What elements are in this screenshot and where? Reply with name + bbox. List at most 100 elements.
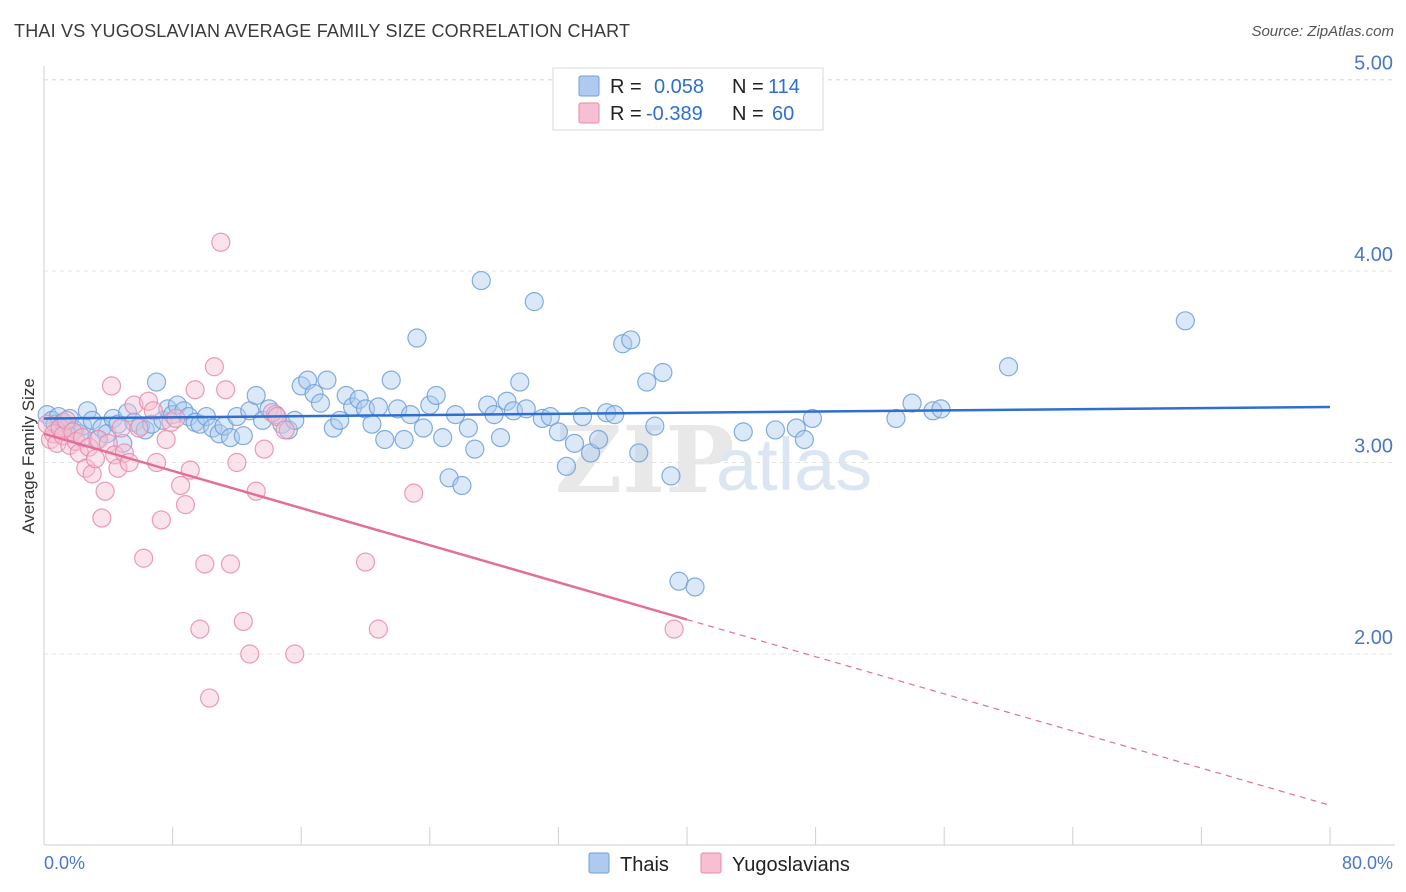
- data-point-thais: [669, 571, 689, 591]
- bottom-legend-swatch-yugoslavians: [700, 852, 722, 874]
- data-point-yugoslavians: [101, 376, 122, 396]
- data-point-yugoslavians: [138, 391, 159, 411]
- x-tick-labels: 0.0% 80.0%: [44, 853, 1393, 873]
- data-point-yugoslavians: [275, 420, 295, 440]
- data-point-thais: [902, 393, 922, 413]
- data-point-thais: [323, 418, 343, 438]
- legend-swatch-thais: [578, 75, 600, 97]
- data-point-yugoslavians: [195, 554, 215, 574]
- chart-title: THAI VS YUGOSLAVIAN AVERAGE FAMILY SIZE …: [14, 21, 631, 41]
- trend-line-thais: [43, 405, 1331, 420]
- data-point-yugoslavians: [151, 510, 171, 530]
- trend-line-yugoslavians: [43, 432, 688, 621]
- data-point-yugoslavians: [56, 410, 77, 430]
- data-point-thais: [685, 577, 705, 597]
- data-point-yugoslavians: [129, 418, 149, 438]
- data-point-yugoslavians: [227, 452, 247, 473]
- data-point-thais: [931, 399, 951, 419]
- data-point-yugoslavians: [156, 429, 176, 450]
- data-point-yugoslavians: [124, 395, 144, 415]
- data-point-thais: [886, 408, 906, 429]
- data-point-thais: [524, 292, 544, 312]
- data-point-thais: [588, 429, 609, 450]
- data-point-thais: [786, 418, 806, 438]
- data-point-thais: [310, 393, 331, 413]
- data-point-thais: [304, 383, 324, 404]
- grid-lines: [44, 79, 1395, 655]
- data-point-thais: [510, 372, 530, 392]
- data-point-thais: [246, 385, 266, 406]
- data-point-yugoslavians: [111, 418, 131, 438]
- data-point-thais: [407, 328, 427, 348]
- y-axis-label: Average Family Size: [19, 378, 38, 534]
- legend-swatch-yugoslavians: [578, 102, 600, 124]
- data-point-thais: [490, 428, 511, 448]
- data-point-yugoslavians: [134, 548, 154, 568]
- source-label: Source: ZipAtlas.com: [1251, 23, 1394, 40]
- x-tick-label-end: 80.0%: [1342, 853, 1393, 873]
- data-point-thais: [362, 414, 382, 434]
- data-point-thais: [77, 401, 98, 421]
- data-point-thais: [349, 389, 369, 409]
- data-point-thais: [330, 410, 350, 430]
- data-point-thais: [375, 429, 395, 450]
- data-point-thais: [1175, 311, 1195, 331]
- data-point-thais: [413, 418, 433, 438]
- data-point-yugoslavians: [216, 380, 236, 400]
- data-point-thais: [233, 426, 253, 446]
- data-point-thais: [471, 270, 491, 291]
- watermark: ZIP atlas: [555, 406, 872, 514]
- legend-n-label-thais: N =: [732, 76, 764, 98]
- data-point-thais: [556, 456, 577, 476]
- data-point-yugoslavians: [404, 483, 424, 503]
- data-point-yugoslavians: [220, 554, 241, 574]
- axes: [43, 66, 1395, 846]
- x-tick-label-start: 0.0%: [44, 853, 85, 873]
- data-point-thais: [433, 428, 453, 448]
- data-point-yugoslavians: [85, 449, 106, 469]
- data-point-yugoslavians: [171, 475, 191, 496]
- legend-n-label-yugoslavians: N =: [732, 103, 764, 125]
- data-point-yugoslavians: [199, 688, 220, 708]
- data-point-thais: [621, 330, 641, 350]
- data-point-thais: [146, 372, 167, 392]
- data-point-yugoslavians: [254, 439, 274, 459]
- data-point-thais: [548, 422, 569, 442]
- legend-n-value-thais: 114: [768, 76, 800, 98]
- data-point-thais: [368, 397, 388, 417]
- data-point-yugoslavians: [664, 619, 684, 639]
- data-point-thais: [661, 466, 681, 486]
- data-point-thais: [82, 410, 102, 430]
- y-tick-label: 5.00: [1354, 53, 1393, 75]
- data-point-thais: [802, 408, 822, 429]
- data-point-yugoslavians: [233, 611, 253, 632]
- bottom-legend-label-thais: Thais: [620, 854, 669, 876]
- y-tick-label: 2.00: [1354, 627, 1393, 649]
- data-point-thais: [497, 391, 517, 411]
- data-point-thais: [336, 385, 356, 406]
- data-point-thais: [540, 406, 560, 427]
- data-point-yugoslavians: [285, 644, 305, 664]
- data-point-thais: [765, 420, 786, 440]
- trend-lines: [43, 405, 1331, 806]
- bottom-legend-label-yugoslavians: Yugoslavians: [732, 854, 850, 876]
- data-point-yugoslavians: [72, 428, 93, 448]
- data-point-yugoslavians: [211, 232, 231, 252]
- data-point-thais: [113, 433, 133, 453]
- y-tick-label: 4.00: [1354, 244, 1393, 266]
- data-point-thais: [572, 406, 593, 427]
- data-point-yugoslavians: [185, 380, 205, 400]
- data-point-yugoslavians: [95, 481, 115, 501]
- data-point-thais: [458, 418, 478, 438]
- data-point-yugoslavians: [82, 464, 102, 484]
- series-yugoslavians: [37, 232, 684, 708]
- legend-box: R = 0.058 N = 114 R = -0.389 N = 60: [552, 67, 824, 131]
- legend-r-label-yugoslavians: R =: [610, 103, 642, 125]
- data-point-thais: [629, 443, 649, 463]
- data-point-thais: [733, 422, 753, 442]
- legend-n-value-yugoslavians: 60: [772, 103, 794, 125]
- data-point-yugoslavians: [355, 552, 376, 572]
- data-point-thais: [465, 439, 485, 459]
- legend-r-label-thais: R =: [610, 76, 642, 98]
- data-point-thais: [317, 370, 337, 390]
